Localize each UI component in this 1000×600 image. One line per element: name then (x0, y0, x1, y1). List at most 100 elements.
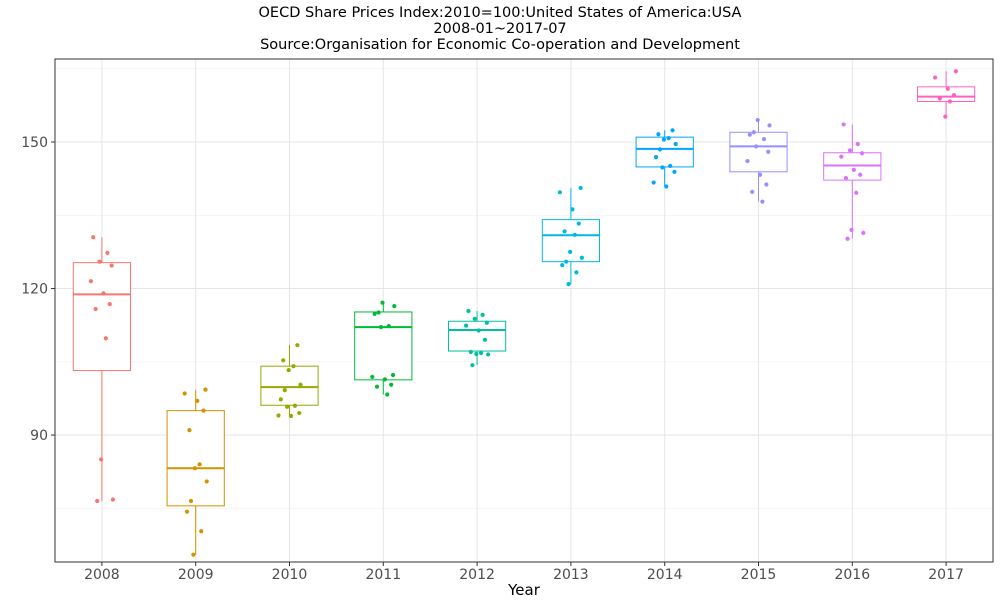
data-point (839, 154, 844, 159)
data-point (470, 363, 475, 368)
data-point (576, 221, 581, 226)
data-point (385, 392, 390, 397)
data-point (945, 86, 950, 91)
data-point (389, 382, 394, 387)
data-point (88, 279, 93, 284)
data-point (951, 93, 957, 98)
data-point (566, 282, 571, 287)
grid-layer (55, 59, 993, 562)
box-body (72, 262, 132, 372)
data-point (766, 149, 771, 154)
data-point (386, 324, 391, 329)
data-point (278, 397, 283, 402)
x-tick-label: 2015 (741, 567, 777, 583)
data-point (374, 384, 380, 389)
data-point (661, 137, 667, 142)
data-point (298, 382, 303, 387)
data-point (660, 165, 665, 170)
data-point (664, 184, 669, 189)
x-tick-label: 2013 (553, 567, 589, 583)
data-point (201, 408, 206, 413)
x-tick-label: 2008 (84, 567, 120, 583)
data-point (199, 529, 204, 534)
data-point (858, 172, 863, 177)
data-point (188, 498, 194, 504)
data-point (760, 199, 765, 204)
data-point (557, 190, 562, 195)
box-body (354, 311, 413, 381)
data-point (859, 151, 865, 156)
data-point (562, 229, 567, 234)
data-point (99, 457, 104, 462)
data-point (845, 236, 850, 241)
data-point (288, 413, 294, 419)
data-point (105, 250, 110, 255)
data-point (101, 291, 106, 296)
data-point (297, 410, 302, 416)
data-point (574, 270, 579, 275)
data-point (670, 128, 675, 133)
data-point (482, 337, 488, 342)
data-point (750, 189, 755, 194)
data-point (484, 320, 489, 325)
data-point (276, 413, 281, 418)
data-point (568, 249, 573, 254)
data-point (197, 462, 202, 467)
box-body (260, 365, 319, 406)
data-point (668, 163, 673, 169)
data-point (953, 69, 958, 74)
data-point (861, 230, 866, 235)
x-tick-label: 2010 (272, 567, 308, 583)
data-point (849, 227, 854, 233)
x-tick-label: 2017 (928, 567, 964, 583)
data-point (463, 323, 469, 328)
data-point (937, 96, 942, 101)
data-point (192, 466, 198, 471)
data-point (657, 147, 663, 152)
data-point (286, 367, 291, 373)
data-point (843, 176, 849, 181)
chart-title-line-3: Source:Organisation for Economic Co-oper… (260, 37, 740, 53)
x-tick-label: 2014 (647, 567, 683, 583)
axis-layer: 90 120 150 2008 2009 2010 2011 2012 2013 2014 2015… (21, 135, 964, 583)
data-point (570, 207, 575, 212)
data-point (666, 136, 671, 141)
data-point (110, 497, 116, 502)
box-body (541, 219, 601, 263)
box-body (729, 131, 788, 173)
data-point (564, 259, 569, 264)
data-point (380, 300, 385, 305)
data-point (560, 262, 565, 268)
data-point (854, 190, 859, 195)
data-point (184, 509, 190, 514)
data-point (476, 328, 481, 333)
data-point (745, 158, 750, 164)
data-point (653, 155, 659, 160)
data-point (943, 114, 948, 119)
data-point (747, 132, 752, 137)
data-point (486, 352, 491, 357)
data-point (466, 308, 471, 314)
data-point (754, 144, 759, 149)
box-body (635, 136, 694, 168)
data-point (478, 350, 484, 356)
point-layer (88, 69, 958, 557)
data-point (295, 343, 300, 348)
data-point (751, 130, 756, 135)
data-point (376, 310, 381, 315)
data-point (472, 316, 477, 321)
data-point (474, 351, 479, 357)
data-point (392, 304, 397, 309)
data-point (95, 498, 100, 504)
data-point (370, 374, 375, 380)
chart-title-line-1: OECD Share Prices Index:2010=100:United … (258, 5, 742, 21)
x-tick-label: 2009 (178, 567, 214, 583)
data-point (195, 398, 200, 403)
data-point (382, 377, 387, 382)
data-point (761, 136, 767, 142)
data-point (372, 311, 377, 317)
data-point (285, 404, 290, 409)
data-point (282, 388, 287, 393)
data-point (656, 132, 661, 137)
